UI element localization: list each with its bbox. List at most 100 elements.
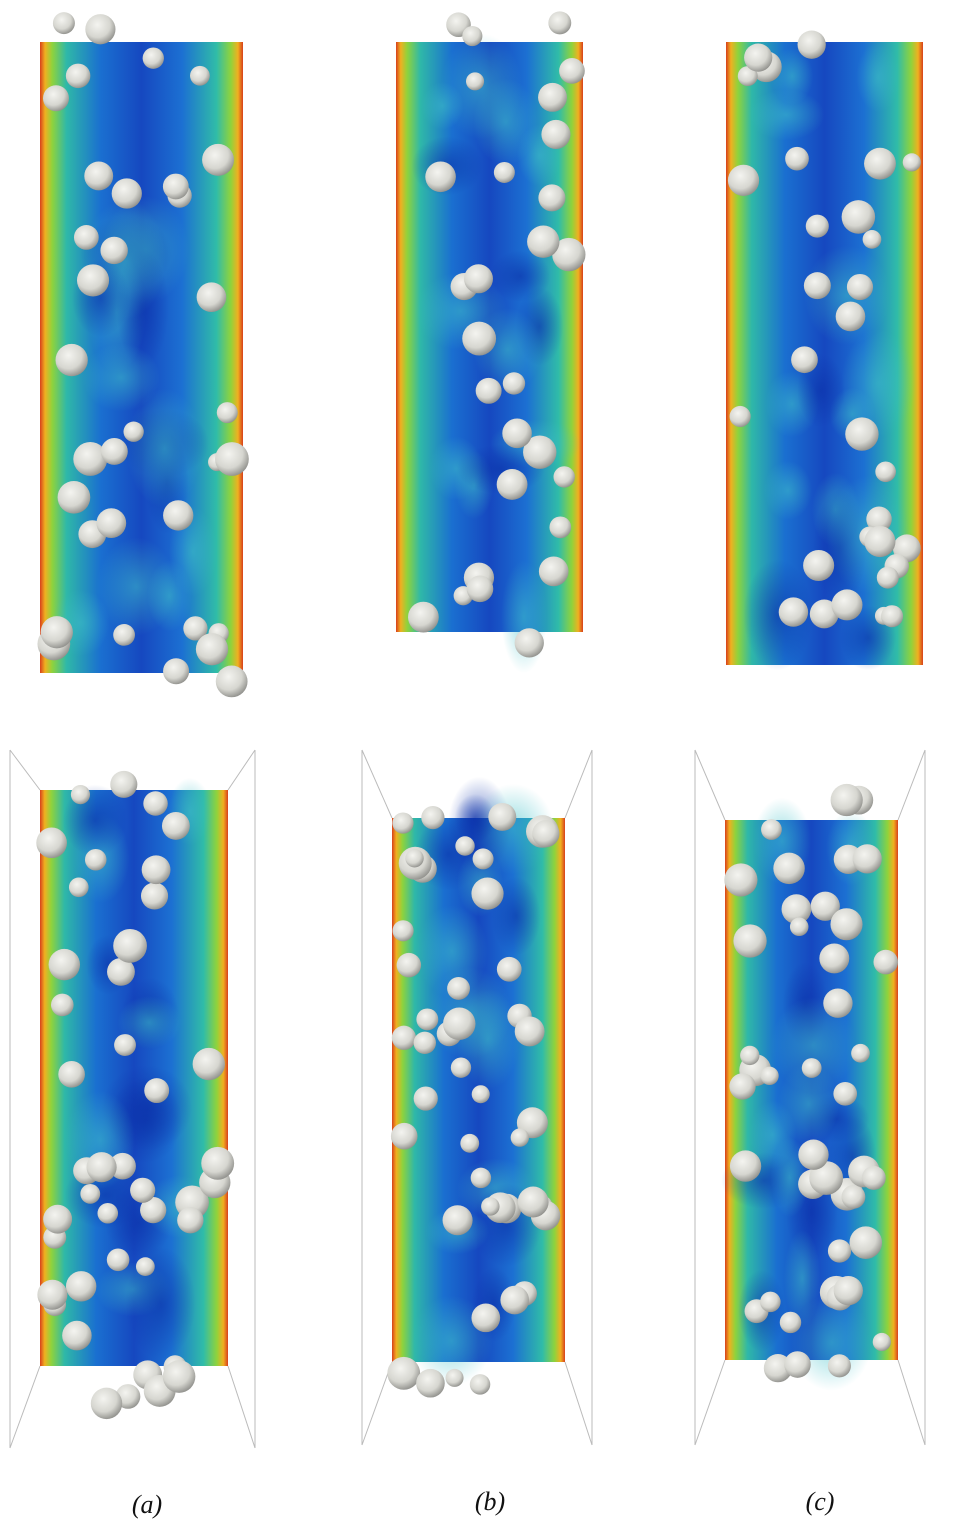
panel-label: (c) (806, 1487, 835, 1516)
bubble (798, 1140, 828, 1170)
bubble (875, 461, 896, 482)
bubble (416, 1369, 445, 1398)
bubble (91, 1388, 122, 1419)
bubble (397, 953, 421, 977)
bubble (806, 215, 829, 238)
bubble (87, 1152, 117, 1182)
bubble (833, 1082, 857, 1106)
bubble (460, 1134, 479, 1153)
bubble (842, 1185, 866, 1209)
bubble (740, 1046, 759, 1065)
bubble (414, 1086, 438, 1110)
bubble (451, 1057, 471, 1077)
bubble (85, 14, 115, 44)
bubble (791, 346, 818, 373)
bubble (144, 1078, 169, 1103)
bubble (790, 917, 809, 936)
bubble (100, 237, 127, 264)
bubble (836, 302, 866, 332)
flow-panel (721, 784, 898, 1391)
bubble (56, 344, 88, 376)
bubble (196, 633, 228, 665)
bubble (112, 178, 142, 208)
panel-label: (a) (132, 1490, 162, 1519)
bubble (831, 784, 863, 816)
bubble (497, 469, 528, 500)
bubble (58, 481, 91, 514)
bubble (538, 83, 567, 112)
bubble (455, 836, 474, 855)
bubble (130, 1178, 155, 1203)
bubble (853, 844, 882, 873)
bubble (217, 402, 238, 423)
bubble (393, 920, 414, 941)
bubble (503, 372, 525, 394)
bubble (779, 597, 808, 626)
bubble (142, 855, 171, 884)
bubble (141, 882, 168, 909)
bubble (760, 1292, 781, 1313)
bubble (849, 1226, 882, 1259)
bubble (162, 812, 190, 840)
bubble (554, 466, 575, 487)
bubble (143, 47, 164, 68)
bubble (785, 147, 809, 171)
bubble (201, 1147, 234, 1180)
bubble (730, 1150, 761, 1181)
bubble (823, 989, 852, 1018)
flow-texture (490, 250, 551, 302)
bubble (773, 853, 804, 884)
bubble (864, 148, 896, 180)
bubble (864, 526, 895, 557)
bubble (515, 628, 544, 657)
bubble (784, 1351, 811, 1378)
bubble (845, 417, 878, 450)
bubble (163, 658, 189, 684)
flow-panel (726, 31, 923, 671)
bubble (473, 848, 494, 869)
flow-texture (421, 82, 463, 130)
bubble (110, 771, 137, 798)
bubble (414, 1032, 436, 1054)
bubble (511, 1128, 529, 1146)
flow-texture (82, 343, 160, 411)
bubble (216, 666, 248, 698)
bubble (96, 508, 126, 538)
bubble (724, 863, 757, 896)
bubble (462, 26, 482, 46)
bubble (36, 828, 67, 859)
bubble (842, 200, 876, 234)
bubble (470, 1374, 490, 1394)
bubble (66, 64, 91, 89)
bubble (421, 806, 444, 829)
bubble (163, 500, 193, 530)
bubble (107, 1249, 130, 1272)
bubble (730, 406, 751, 427)
bubble (80, 1184, 100, 1204)
bubble (761, 819, 782, 840)
bubble (828, 1354, 851, 1377)
bubble (49, 949, 80, 980)
bubble (443, 1008, 476, 1041)
bubble (828, 1239, 851, 1262)
bubble (66, 1271, 96, 1301)
bubble (760, 1067, 778, 1085)
bubble (416, 1008, 438, 1030)
flow-panel (396, 11, 585, 673)
bubble (163, 174, 189, 200)
bubble (71, 785, 90, 804)
bubble (494, 162, 515, 183)
flow-texture (856, 42, 900, 111)
bubble (538, 184, 565, 211)
bubble (481, 1197, 499, 1215)
bubble (819, 943, 849, 973)
page: (a) (b) (c) (() => { const data = JSON.p… (0, 0, 959, 1526)
bubble (446, 1369, 464, 1387)
bubble (136, 1257, 155, 1276)
bubble (832, 589, 863, 620)
bubble (830, 908, 862, 940)
flow-panel (37, 12, 248, 697)
bubble (190, 66, 210, 86)
bubble (539, 557, 569, 587)
bubble (74, 225, 99, 250)
